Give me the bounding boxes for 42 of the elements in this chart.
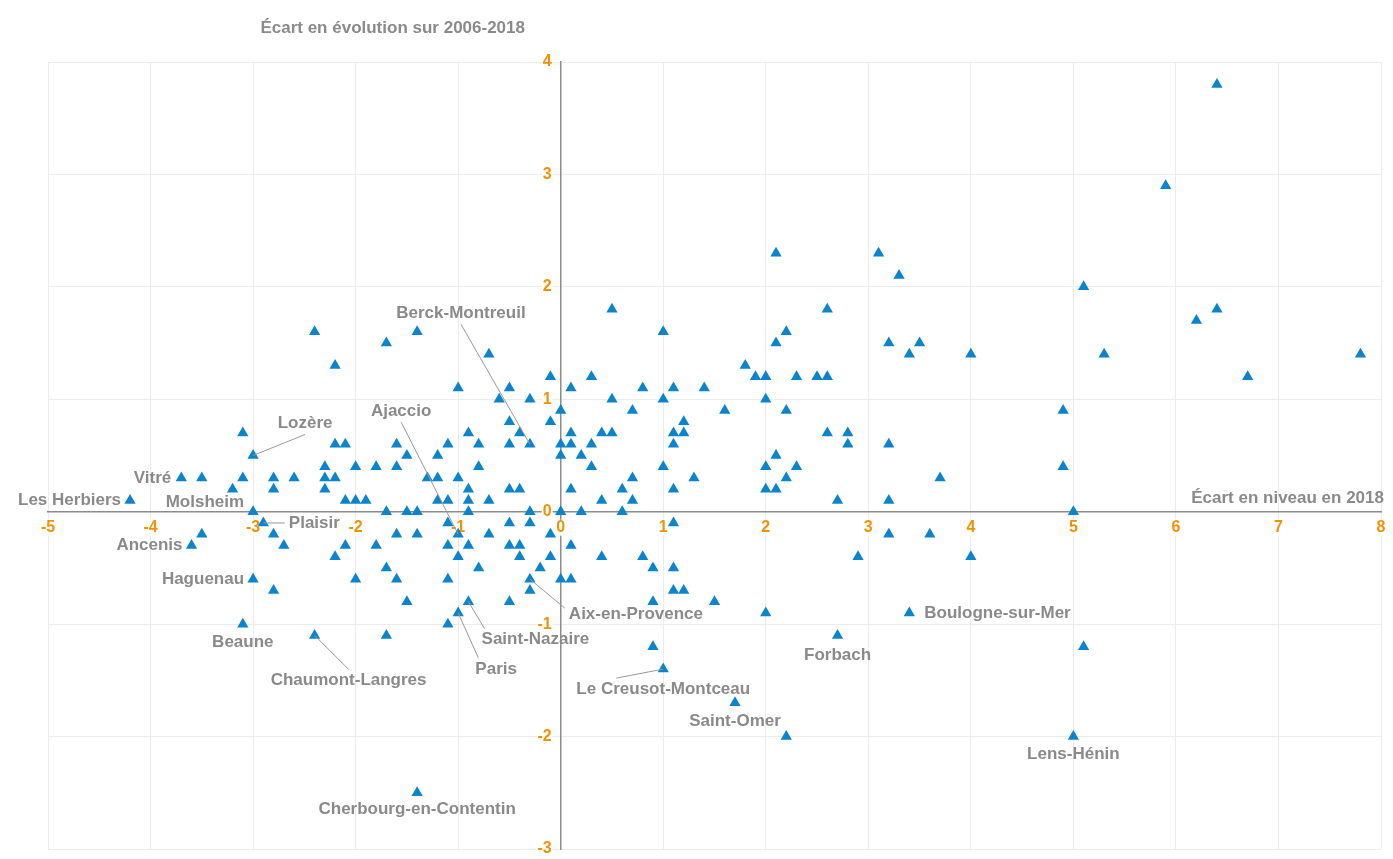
annotation: Molsheim: [165, 492, 245, 512]
annotation: Ajaccio: [370, 400, 432, 420]
annotation: Ancenis: [116, 535, 183, 555]
annotation: Chaumont-Langres: [270, 670, 427, 690]
annotation: Plaisir: [288, 512, 341, 532]
y-tick-label: 2: [542, 277, 552, 295]
annotation: Lozère: [277, 413, 333, 433]
annotation: Saint-Omer: [689, 710, 782, 730]
x-tick-label: -5: [40, 518, 56, 536]
annotation: Paris: [475, 658, 517, 678]
x-tick-label: 7: [1274, 518, 1284, 536]
x-tick-label: -3: [245, 518, 261, 536]
y-tick-label: -3: [537, 839, 552, 857]
annotation: Beaune: [212, 631, 274, 651]
x-tick-label: 8: [1376, 518, 1386, 536]
x-tick-label: 3: [863, 518, 873, 536]
x-tick-label: 0: [556, 518, 566, 536]
x-tick-label: 2: [761, 518, 771, 536]
y-tick-label: 1: [542, 389, 552, 407]
annotation: Berck-Montreuil: [396, 302, 526, 322]
y-tick-label: 4: [542, 52, 552, 70]
x-axis-title: Écart en niveau en 2018: [1191, 488, 1384, 508]
annotation: Les Herbiers: [18, 490, 122, 510]
x-tick-label: 5: [1068, 518, 1078, 536]
annotation: Cherbourg-en-Contentin: [318, 799, 516, 819]
annotation: Boulogne-sur-Mer: [924, 602, 1072, 622]
y-tick-label: -2: [537, 726, 552, 744]
x-tick-label: -2: [348, 518, 363, 536]
annotation: Forbach: [804, 645, 872, 665]
y-axis-title: Écart en évolution sur 2006-2018: [260, 17, 525, 37]
annotation: Vitré: [133, 467, 172, 487]
x-tick-label: 6: [1171, 518, 1181, 536]
y-tick-label: 3: [542, 164, 552, 182]
annotation: Haguenau: [161, 568, 245, 588]
y-tick-label: 0: [542, 502, 552, 520]
x-tick-label: 4: [966, 518, 976, 536]
annotation: Le Creusot-Montceau: [576, 678, 751, 698]
annotation: Lens-Hénin: [1027, 744, 1120, 764]
x-tick-label: -4: [143, 518, 158, 536]
y-tick-label: -1: [537, 614, 552, 632]
annotation: Aix-en-Provence: [568, 603, 704, 623]
x-tick-label: 1: [658, 518, 668, 536]
